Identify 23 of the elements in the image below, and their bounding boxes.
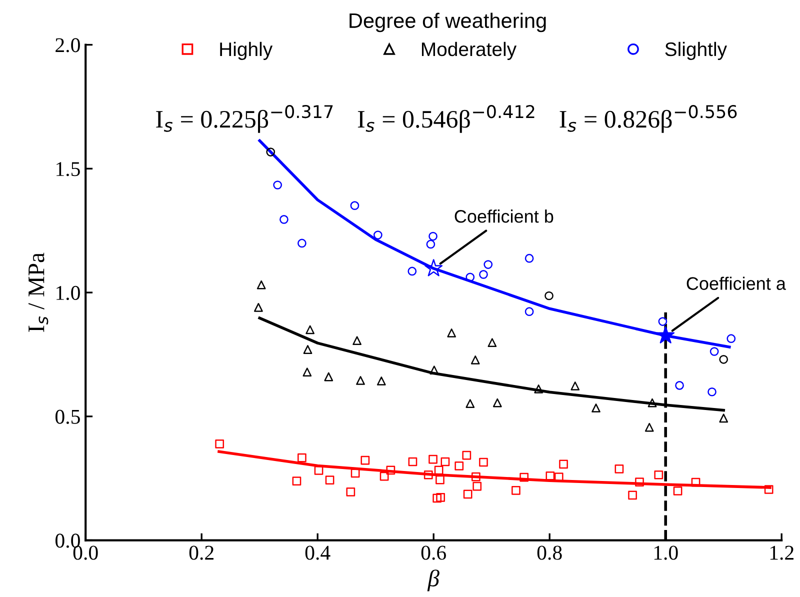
annotation: Coefficient b xyxy=(454,210,554,223)
annotation: I$_{s}$ = 0.826β$^{−0.556}$ xyxy=(560,104,737,133)
legend-label: Slightly xyxy=(665,42,727,60)
y-tick-label: 0.0 xyxy=(55,534,80,548)
y-tick-label: 2.0 xyxy=(56,38,80,52)
annotation: I$_{s}$ = 0.546β$^{−0.412}$ xyxy=(358,104,534,133)
x-tick-label: 0.8 xyxy=(537,546,562,560)
annotation: Coefficient a xyxy=(686,276,786,290)
legend-label: Highly xyxy=(220,42,273,60)
x-axis-title: β xyxy=(427,570,440,592)
x-tick-label: 0.6 xyxy=(421,546,446,560)
x-tick-label: 1.0 xyxy=(654,546,678,560)
x-tick-label: 0.4 xyxy=(305,546,330,560)
x-tick-label: 1.2 xyxy=(770,546,794,560)
legend-title: Degree of weathering xyxy=(350,12,546,32)
y-axis-title: I$_{s}$ / MPa xyxy=(28,252,48,332)
x-tick-label: 0.0 xyxy=(73,546,98,560)
legend-label: Moderately xyxy=(422,42,517,60)
y-tick-label: 1.0 xyxy=(56,286,80,300)
x-tick-label: 0.2 xyxy=(189,546,214,560)
y-tick-label: 0.5 xyxy=(55,410,80,424)
annotation: I$_{s}$ = 0.225β$^{−0.317}$ xyxy=(156,104,333,133)
y-tick-label: 1.5 xyxy=(56,162,80,176)
